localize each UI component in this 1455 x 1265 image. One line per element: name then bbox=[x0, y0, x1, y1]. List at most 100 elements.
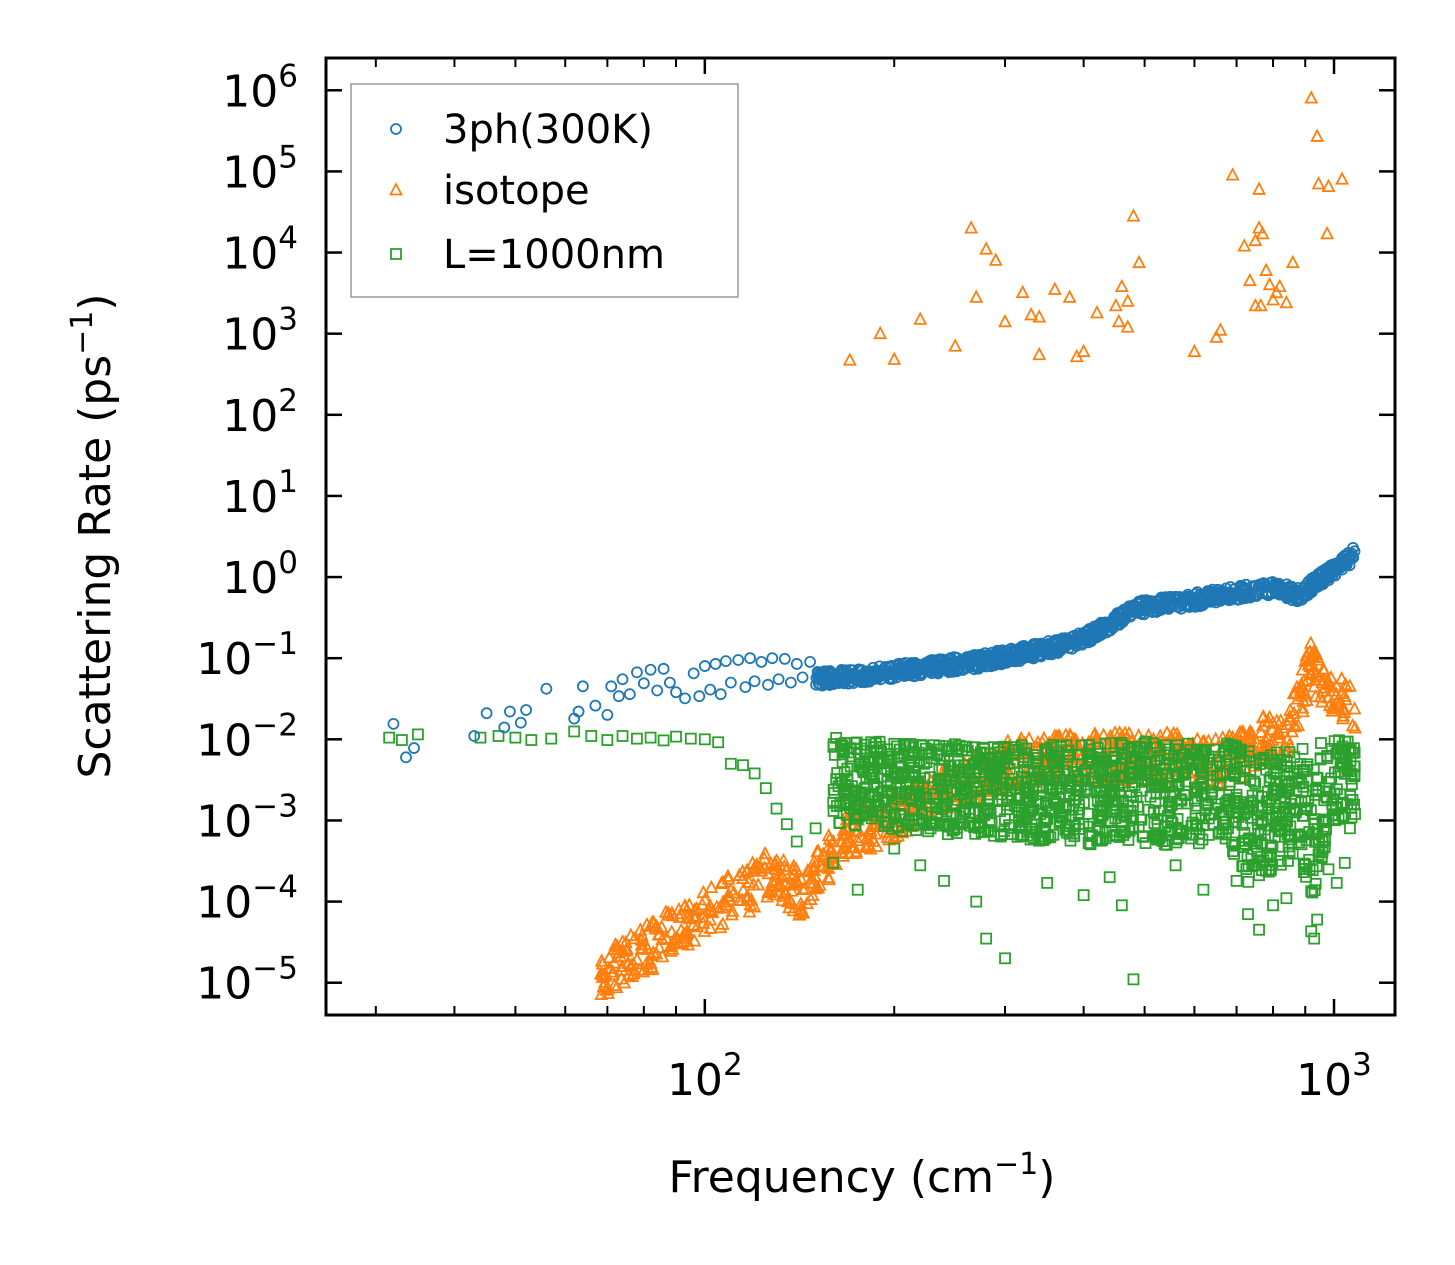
isotope-point bbox=[1032, 309, 1047, 323]
boundary-band-point bbox=[982, 824, 994, 836]
boundary-band-point bbox=[1120, 810, 1133, 823]
isotope-band-point bbox=[627, 930, 642, 945]
boundary-band-point bbox=[1335, 757, 1348, 770]
boundary-band-point bbox=[1008, 799, 1021, 812]
boundary-band-point bbox=[1061, 758, 1073, 771]
isotope-band-point bbox=[1255, 710, 1270, 724]
boundary-band-point bbox=[1146, 781, 1159, 794]
isotope-band-point bbox=[669, 929, 684, 944]
isotope-band-point bbox=[714, 875, 729, 890]
boundary-band-point bbox=[1226, 836, 1239, 849]
boundary-band-point bbox=[1291, 772, 1304, 784]
x-tick-label: 102 bbox=[667, 1047, 743, 1106]
boundary-band-point bbox=[1172, 779, 1185, 792]
boundary-band-point bbox=[910, 824, 923, 836]
isotope-band-point bbox=[593, 966, 608, 980]
isotope-band-point bbox=[1337, 688, 1352, 702]
isotope-point bbox=[1047, 281, 1062, 295]
boundary-point bbox=[585, 730, 598, 742]
phonon-trend-point bbox=[1161, 591, 1174, 604]
boundary-band-point bbox=[1300, 870, 1312, 883]
isotope-band-point bbox=[753, 859, 768, 873]
boundary-band-point bbox=[878, 762, 891, 775]
phonon-trend-point bbox=[1103, 620, 1116, 632]
isotope-band-point bbox=[651, 926, 666, 940]
boundary-band-point bbox=[838, 785, 851, 798]
phonon-point bbox=[679, 692, 691, 705]
isotope-band-point bbox=[680, 933, 695, 947]
boundary-band-point bbox=[1190, 785, 1203, 798]
phonon-trend-point bbox=[1274, 582, 1287, 595]
boundary-band-point bbox=[1304, 804, 1317, 817]
phonon-trend-point bbox=[1183, 601, 1196, 613]
boundary-band-point bbox=[1181, 797, 1194, 810]
phonon-trend-point bbox=[906, 658, 919, 671]
phonon-trend-point bbox=[841, 668, 854, 681]
phonon-trend-point bbox=[1308, 572, 1321, 585]
phonon-trend-point bbox=[1017, 651, 1029, 664]
isotope-point bbox=[1320, 225, 1335, 240]
boundary-point bbox=[616, 730, 629, 742]
boundary-band-point bbox=[840, 809, 853, 821]
isotope-point bbox=[948, 338, 963, 352]
phonon-point bbox=[400, 751, 412, 764]
isotope-band-point bbox=[704, 879, 719, 894]
boundary-band-point bbox=[1314, 752, 1327, 765]
isotope-band-point bbox=[634, 937, 649, 951]
phonon-point bbox=[657, 662, 670, 675]
isotope-band-point bbox=[789, 874, 804, 889]
boundary-band-point bbox=[1227, 845, 1239, 858]
boundary-band-point bbox=[987, 781, 999, 794]
boundary-band-point bbox=[1004, 821, 1017, 834]
boundary-band-point bbox=[1067, 794, 1080, 807]
phonon-trend-point bbox=[987, 655, 1000, 668]
boundary-band-point bbox=[834, 773, 847, 786]
legend-marker-3ph bbox=[390, 123, 402, 135]
boundary-band-point bbox=[890, 766, 903, 779]
isotope-band-point bbox=[687, 933, 702, 947]
isotope-point bbox=[1335, 171, 1350, 185]
phonon-trend-point bbox=[1281, 578, 1293, 591]
isotope-band-point bbox=[746, 877, 761, 891]
phonon-point bbox=[644, 663, 657, 676]
boundary-point bbox=[888, 842, 901, 855]
phonon-trend-point bbox=[1153, 600, 1166, 612]
boundary-band-point bbox=[1131, 800, 1144, 813]
phonon-trend-point bbox=[1289, 589, 1301, 602]
boundary-band-point bbox=[1254, 837, 1267, 849]
boundary-band-point bbox=[1119, 752, 1131, 765]
isotope-band-point bbox=[1333, 694, 1348, 708]
boundary-band-point bbox=[942, 828, 954, 841]
boundary-band-point bbox=[893, 757, 906, 770]
phonon-trend-point bbox=[943, 659, 955, 672]
boundary-band-point bbox=[888, 737, 901, 750]
isotope-band-point bbox=[743, 897, 758, 911]
boundary-band-point bbox=[838, 766, 851, 778]
boundary-band-point bbox=[1275, 792, 1287, 805]
boundary-band-point bbox=[1090, 786, 1103, 799]
boundary-point bbox=[644, 731, 657, 744]
boundary-band-point bbox=[1286, 847, 1299, 860]
legend: 3ph(300K) isotope L=1000nm bbox=[350, 83, 739, 298]
boundary-band-point bbox=[1163, 757, 1176, 770]
isotope-band-point bbox=[1259, 728, 1274, 743]
phonon-trend-point bbox=[1322, 571, 1335, 584]
boundary-band-point bbox=[1288, 751, 1301, 764]
phonon-point bbox=[719, 655, 732, 668]
phonon-point bbox=[612, 690, 625, 703]
boundary-point bbox=[657, 734, 670, 747]
boundary-band-point bbox=[1083, 739, 1096, 751]
isotope-band-point bbox=[649, 918, 664, 932]
boundary-band-point bbox=[1099, 832, 1112, 845]
phonon-point bbox=[790, 658, 803, 670]
phonon-trend-point bbox=[1266, 579, 1279, 592]
phonon-point bbox=[772, 673, 785, 686]
y-tick-label: 103 bbox=[222, 302, 298, 361]
phonon-trend-point bbox=[1032, 648, 1045, 661]
isotope-band-point bbox=[725, 903, 740, 917]
phonon-point bbox=[693, 690, 706, 703]
x-axis-label: Frequency (cm−1) bbox=[669, 1147, 1056, 1203]
phonon-trend-point bbox=[825, 666, 838, 679]
boundary-band-point bbox=[1341, 735, 1354, 748]
boundary-band-point bbox=[1328, 735, 1341, 747]
